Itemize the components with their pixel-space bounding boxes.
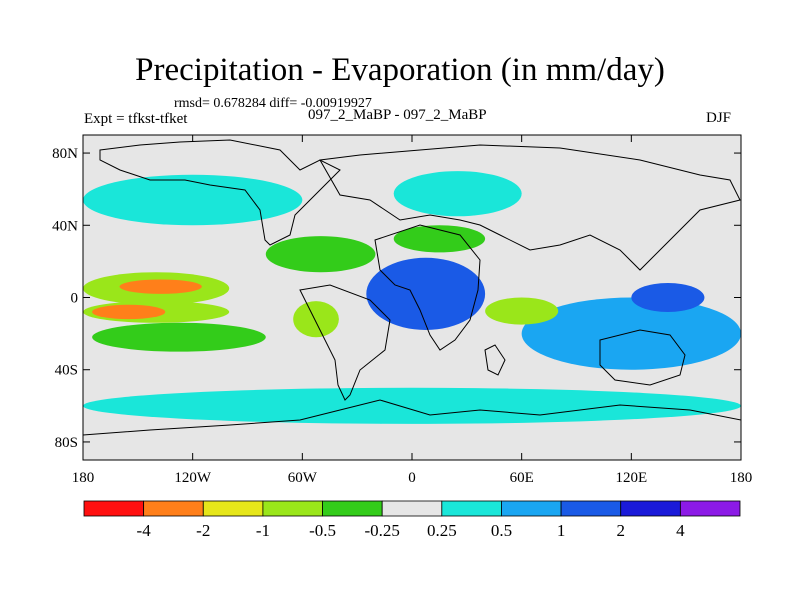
legend-swatch [679,500,741,517]
region-north-cyan [83,174,303,226]
legend-label: -4 [137,521,152,540]
region-pacific-dry-ring [92,322,266,352]
legend-swatch [322,500,383,517]
region-southern-ocean-wet [83,387,741,424]
antarctica-coastline [83,399,741,436]
legend-label: 1 [557,521,566,540]
region-maritime-continent-wet [631,283,705,312]
legend-label: 0.5 [491,521,512,540]
south-america-coastline [299,284,391,401]
madagascar-coastline [484,344,506,376]
x-tick-label: 180 [72,470,95,486]
legend-label: 2 [616,521,625,540]
australia-coastline [599,329,686,386]
center-label: 097_2_MaBP - 097_2_MaBP [308,107,487,123]
y-tick-label: 0 [71,291,79,307]
page-title: Precipitation - Evaporation (in mm/day) [135,52,665,88]
legend-swatch [262,500,323,517]
legend-swatch [202,500,264,517]
stats-label: rmsd= 0.678284 diff= -0.00919927 [174,96,372,111]
y-tick-label: 40N [52,218,78,234]
legend-swatch [441,500,502,517]
africa-coastline [374,224,481,351]
eurasia-coastline [319,144,741,271]
legend-label: 0.25 [427,521,457,540]
legend-label: -0.25 [364,521,399,540]
region-south-pacific-core [92,304,166,320]
y-tick-label: 80S [55,435,78,451]
north-america-coastline [99,139,341,246]
region-south-america-wet [293,301,339,338]
y-tick-label: 80N [52,146,78,162]
x-tick-label: 120W [174,470,212,486]
x-tick-label: 120E [615,470,647,486]
region-africa-wet-ring [366,257,486,330]
legend-label: 4 [676,521,685,540]
y-tick-label: 40S [55,363,78,379]
region-north-atlantic-wet [393,171,522,217]
legend-swatch [620,500,681,517]
region-atlantic-wet-patch [265,236,376,273]
x-tick-label: 60W [288,470,318,486]
legend-swatch [501,500,562,517]
legend-swatch [83,500,145,517]
season-label: DJF [706,110,732,126]
x-tick-label: 0 [408,470,416,486]
legend-swatch [381,500,443,517]
region-indian-ocean-wet [521,297,741,370]
x-tick-label: 180 [730,470,753,486]
legend-label: -0.5 [309,521,336,540]
legend-swatch [560,500,622,517]
x-tick-label: 60E [510,470,534,486]
region-indian-ocean-dry [485,297,559,325]
region-north-pacific-core [119,279,202,294]
legend-label: -2 [196,521,210,540]
experiment-label: Expt = tfkst-tfket [84,111,188,127]
legend-swatch [143,500,204,517]
region-asia-dry-strip [393,225,486,253]
legend-label: -1 [256,521,270,540]
